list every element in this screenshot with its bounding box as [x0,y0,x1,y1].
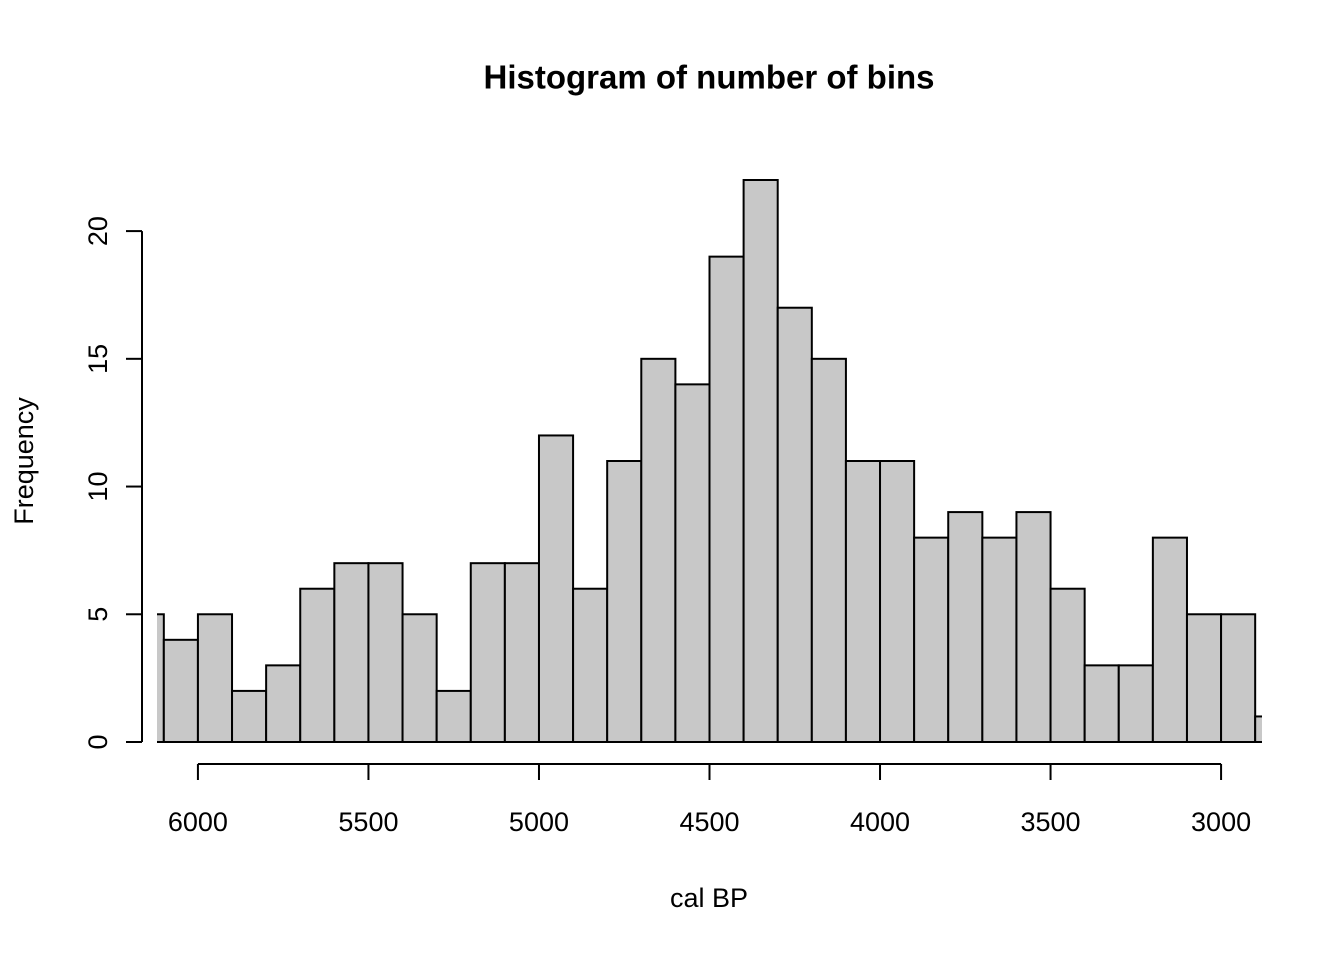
x-tick-label: 3000 [1191,807,1251,837]
bars [157,179,1262,744]
bar [367,562,404,743]
bar [879,460,916,743]
y-tick-label: 0 [83,734,113,749]
x-tick-label: 5000 [509,807,569,837]
bar [844,460,882,743]
bar [810,357,847,743]
bar [947,511,984,743]
bar [640,357,677,743]
x-axis-label: cal BP [670,883,748,913]
bar [1220,613,1257,743]
bar [913,536,950,743]
bar [469,562,506,743]
x-tick-label: 3500 [1021,807,1081,837]
x-tick-label: 5500 [338,807,398,837]
bar [572,587,609,744]
bar [981,536,1018,743]
bar [1049,587,1086,744]
bar [299,587,336,744]
x-tick-label: 4500 [679,807,739,837]
bar [162,638,199,743]
bar [503,562,540,743]
bar [1083,664,1120,744]
bar [333,562,370,743]
bar [196,613,234,743]
bar [1015,511,1052,743]
bar [231,689,268,744]
bar [606,460,643,743]
bar [1185,613,1223,743]
y-tick-label: 5 [83,607,113,622]
bar [537,434,575,743]
y-tick-label: 10 [83,472,113,502]
x-tick-label: 6000 [168,807,228,837]
bar [708,255,745,743]
bar [1254,715,1262,743]
bar [157,613,165,743]
bar [674,383,711,743]
bar [265,664,302,744]
bar [401,613,438,743]
y-tick-label: 20 [83,216,113,246]
x-tick-label: 4000 [850,807,910,837]
chart-title: Histogram of number of bins [483,59,934,96]
bar [435,689,472,744]
y-axis-label: Frequency [9,397,39,525]
y-tick-label: 15 [83,344,113,374]
bar [1117,664,1154,744]
bar [1151,536,1188,743]
bar [776,306,813,743]
bar [742,179,779,743]
